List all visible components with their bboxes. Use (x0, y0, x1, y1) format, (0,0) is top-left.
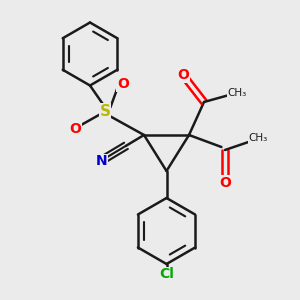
Text: N: N (95, 154, 107, 168)
Text: O: O (69, 122, 81, 136)
Text: CH₃: CH₃ (227, 88, 247, 98)
Text: O: O (117, 77, 129, 91)
Text: S: S (100, 103, 110, 118)
Text: O: O (219, 176, 231, 190)
Text: O: O (177, 68, 189, 82)
Text: Cl: Cl (159, 268, 174, 281)
Text: CH₃: CH₃ (248, 133, 268, 143)
